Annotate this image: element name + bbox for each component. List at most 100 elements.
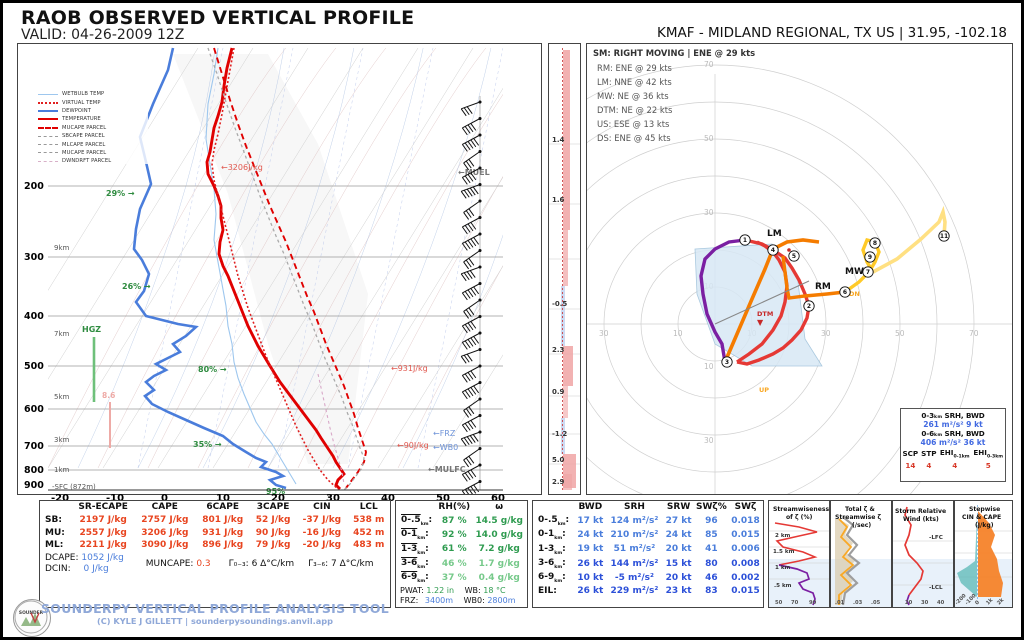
cape-column-header: 6CAPE	[206, 502, 239, 512]
strip-value: 5.0	[552, 456, 565, 464]
table-row: 1-3km: 61 % 7.2 g/kg	[396, 542, 527, 556]
isotherms	[48, 48, 503, 468]
svg-text:←WB0: ←WB0	[433, 443, 458, 452]
hodograph-ring-label: 70	[704, 60, 714, 69]
svg-text:←931J/kg: ←931J/kg	[391, 364, 428, 373]
storm-relative-wind-panel: Storm Relative Wind (kts) -LFC -LCL 20 3…	[892, 500, 954, 608]
svg-text:600: 600	[24, 404, 44, 415]
footer: SOUNDERPY VERTICAL PROFILE ANALYSIS TOOL…	[39, 601, 391, 626]
hodograph-panel[interactable]: 10101010303030305050505070707070 LM RM M…	[451, 43, 1013, 593]
moisture-cell: 0.4 g/kg	[478, 572, 520, 583]
kinematics-cell: 210 m²/s²	[610, 530, 659, 541]
hodograph-km-marker: 8	[869, 237, 881, 249]
svg-text:80% →: 80% →	[198, 365, 227, 374]
kinematics-cell: 24 kt	[665, 530, 692, 541]
kinematics-cell: 0.015	[731, 530, 760, 541]
kinematics-cell: 96	[705, 516, 718, 527]
hodograph-km-label: 5	[792, 253, 796, 260]
svg-text:LM: LM	[767, 229, 782, 239]
hodograph-km-marker: 6	[839, 286, 851, 298]
table-row: MU: 2557 J/kg 3206 J/kg 931 J/kg 90 J/kg -16 …	[40, 526, 390, 538]
cape-column-header: LCL	[359, 502, 378, 512]
downdraft-parcel-trace	[317, 373, 345, 485]
kinematics-cell: 26 kt	[577, 586, 604, 597]
wind-barb	[461, 116, 482, 136]
kinematics-cell: 46	[705, 572, 718, 583]
sbcape-parcel-trace	[207, 47, 365, 491]
skewt-panel[interactable]: 200 300 400 500 600 700 800 900 9km 7km …	[17, 43, 542, 495]
kinematics-row-label: 0-1km:	[538, 529, 566, 542]
wb-value: 18 °C	[483, 585, 506, 595]
svg-text:UP: UP	[759, 386, 769, 394]
moisture-row-label: 0-.5km:	[401, 515, 433, 527]
svg-text:Total ζ &: Total ζ &	[845, 506, 875, 513]
wind-barb	[461, 380, 482, 400]
wind-barb	[463, 298, 482, 319]
temp-tick: 50	[436, 493, 450, 504]
srh-0-6-values: 406 m²/s² 36 kt	[920, 438, 986, 447]
kinematics-row-label: 0-.5km:	[538, 515, 570, 527]
table-row: 0-1km: 24 kt 210 m²/s² 24 kt 85 0.015	[533, 528, 763, 542]
svg-text:RM: RM	[815, 282, 831, 292]
table-row: 3-6km: 46 % 1.7 g/kg	[396, 557, 527, 571]
storm-motion-vector: MW: NE @ 36 kts	[597, 91, 669, 101]
svg-text:40: 40	[937, 600, 945, 606]
moisture-cell: 14.5 g/kg	[475, 516, 523, 527]
svg-text:50: 50	[775, 600, 783, 606]
strip-value: 2.9	[552, 478, 565, 486]
kinematics-cell: 124 m²/s²	[610, 516, 659, 527]
cape-cell: 452 m	[353, 527, 385, 538]
svg-text:70: 70	[791, 600, 799, 606]
hodograph-km-marker: 2	[803, 300, 815, 312]
moisture-cell: 46 %	[441, 558, 467, 569]
wind-barb	[461, 314, 482, 334]
legend-swatch	[38, 160, 58, 162]
kinematics-table-panel: BWD SRH SRW SWζ% SWζ 0-.5km: 17 kt 124 m²/s² 27…	[532, 500, 764, 608]
cape-cell: -37 J/kg	[302, 515, 342, 526]
kinematics-cell: 20 kt	[665, 544, 692, 555]
legend-item: DWNDRFT PARCEL	[38, 157, 148, 165]
wind-barb	[460, 182, 482, 199]
wind-barb	[461, 232, 482, 251]
cape-cell: 538 m	[353, 515, 385, 526]
legend-swatch	[38, 101, 58, 104]
kinematics-row-label: 1-3km:	[538, 543, 566, 556]
temp-tick: 30	[326, 493, 340, 504]
dry-adiabats	[48, 48, 503, 468]
index-header: EHI0-3km	[973, 448, 1004, 460]
svg-text:Streamwiseness: Streamwiseness	[773, 506, 829, 513]
kinematics-cell: 85	[705, 530, 718, 541]
table-row: 6-9km: 10 kt -5 m²/s² 20 kt 46 0.002	[533, 571, 763, 585]
copyright-text: (C) KYLE J GILLETT | sounderpysoundings.…	[97, 616, 333, 626]
svg-text:0: 0	[974, 599, 981, 606]
svg-text:300: 300	[24, 252, 44, 263]
lapse-3-6-label: Γ₃₋₆:	[308, 559, 329, 570]
moisture-column-header	[396, 501, 437, 514]
legend-label: MUCAPE PARCEL	[62, 124, 107, 131]
svg-text:←MUEL: ←MUEL	[458, 168, 490, 177]
cape-cell: -20 J/kg	[302, 539, 342, 550]
svg-text:26% →: 26% →	[122, 282, 151, 291]
svg-text:-LFC: -LFC	[929, 535, 943, 541]
moisture-cell: 87 %	[441, 516, 467, 527]
kinematics-row-label: EIL:	[538, 586, 557, 597]
wind-barb	[461, 331, 482, 350]
wind-barb	[460, 430, 482, 447]
cape-cell: 52 J/kg	[255, 515, 291, 526]
dcin-value: 0 J/kg	[83, 564, 109, 575]
svg-text:2k: 2k	[996, 597, 1006, 607]
sounderpy-logo: SOUNDER	[13, 599, 51, 637]
index-value: 4	[952, 461, 958, 471]
svg-text:3km: 3km	[54, 436, 70, 444]
srh-bwd-box: 0-3ₖₘ SRH, BWD 261 m²/s² 9 kt 0-6ₖₘ SRH,…	[900, 408, 1006, 482]
storm-motion-vector: DTM: NE @ 22 kts	[597, 105, 672, 115]
kinematics-cell: 15 kt	[665, 558, 692, 569]
legend-label: VIRTUAL TEMP	[62, 99, 101, 106]
height-labels: 9km 7km 5km 3km 1km -SFC (872m)	[52, 244, 96, 491]
index-value: 5	[985, 461, 991, 471]
cape-cell: -16 J/kg	[302, 527, 342, 538]
svg-text:800: 800	[24, 465, 44, 476]
hodograph-km-label: 3	[725, 359, 729, 366]
svg-text:Wind (kts): Wind (kts)	[903, 516, 939, 523]
kinematics-cell: 0.008	[731, 558, 760, 569]
